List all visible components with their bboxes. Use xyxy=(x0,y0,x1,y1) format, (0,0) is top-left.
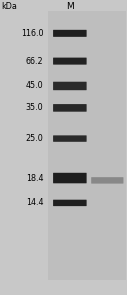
Text: 66.2: 66.2 xyxy=(26,57,43,65)
FancyBboxPatch shape xyxy=(53,104,87,112)
Text: 25.0: 25.0 xyxy=(25,134,43,143)
FancyBboxPatch shape xyxy=(53,173,87,183)
FancyBboxPatch shape xyxy=(53,58,87,65)
Text: 35.0: 35.0 xyxy=(26,103,43,112)
FancyBboxPatch shape xyxy=(53,30,87,37)
FancyBboxPatch shape xyxy=(53,82,87,90)
Text: 18.4: 18.4 xyxy=(26,173,43,183)
Text: 45.0: 45.0 xyxy=(26,81,43,91)
Text: kDa: kDa xyxy=(1,2,17,11)
Bar xyxy=(48,12,126,280)
Text: 116.0: 116.0 xyxy=(21,29,43,38)
FancyBboxPatch shape xyxy=(53,200,87,206)
FancyBboxPatch shape xyxy=(53,135,87,142)
Text: 14.4: 14.4 xyxy=(26,199,43,207)
FancyBboxPatch shape xyxy=(91,177,123,183)
Text: M: M xyxy=(66,2,74,11)
